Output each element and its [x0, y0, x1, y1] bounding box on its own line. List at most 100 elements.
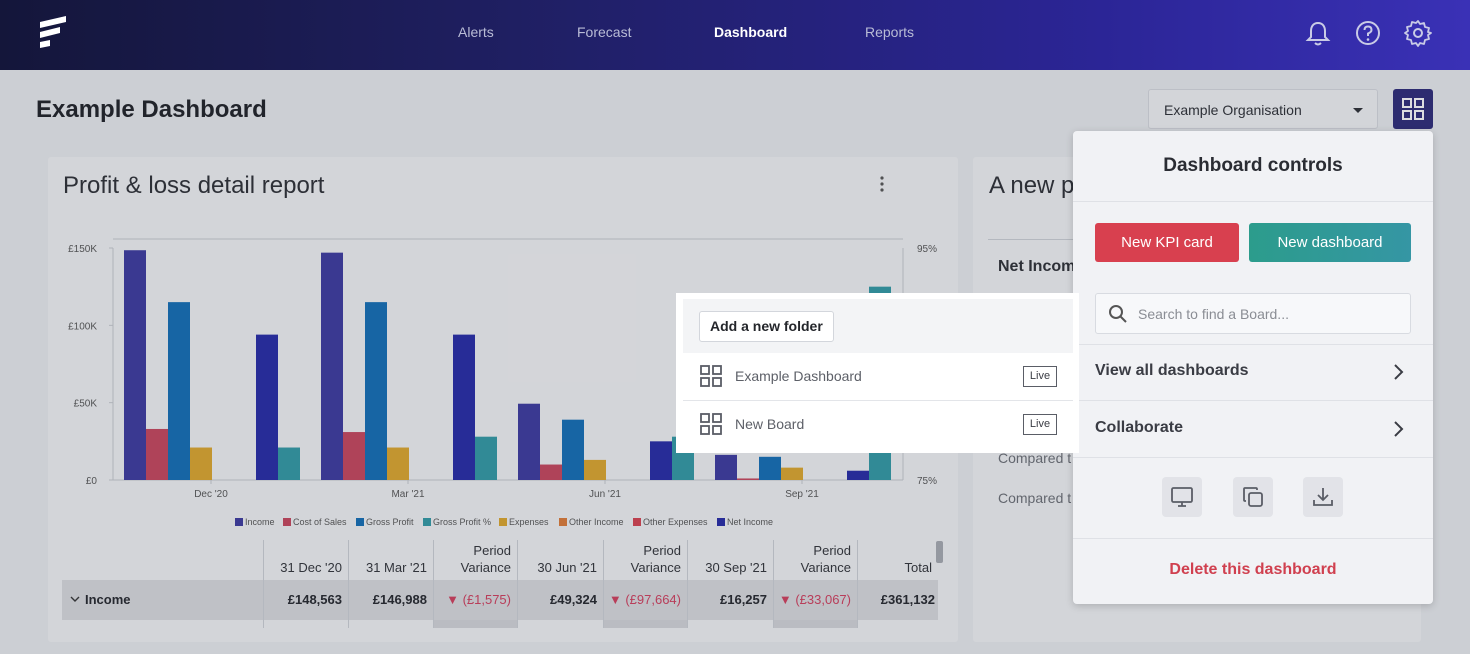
new-dashboard-button[interactable]: New dashboard	[1249, 223, 1411, 262]
search-placeholder: Search to find a Board...	[1138, 306, 1289, 322]
legend-label: Income	[245, 517, 275, 527]
bar-net-income	[256, 334, 278, 480]
table-cell-variance: ▼ (£33,067)	[778, 592, 851, 607]
net-income-label: Net Incom	[998, 258, 1076, 275]
present-button[interactable]	[1162, 477, 1202, 517]
download-icon	[1313, 488, 1333, 506]
bar-cost-of-sales	[146, 428, 168, 480]
table-scrollbar[interactable]	[936, 541, 943, 563]
y-tick-label: £0	[86, 476, 98, 487]
more-options-icon[interactable]	[877, 175, 887, 193]
monitor-icon	[1171, 487, 1193, 507]
column-divider	[857, 540, 858, 628]
bar-income	[518, 403, 540, 480]
compared-label: Compared t	[998, 450, 1072, 466]
bar-net-income	[650, 441, 672, 480]
table-header: Period Variance	[460, 543, 511, 575]
top-navigation: Alerts Forecast Dashboard Reports	[0, 0, 1470, 70]
y2-tick-label: 75%	[917, 476, 937, 487]
legend-swatch	[423, 518, 431, 526]
table-header: 30 Jun '21	[537, 560, 597, 575]
column-divider	[687, 540, 688, 628]
delete-dashboard-button[interactable]: Delete this dashboard	[1169, 561, 1337, 578]
pnl-table: 31 Dec '20 31 Mar '21 Period Variance 30…	[62, 540, 943, 630]
add-folder-button[interactable]: Add a new folder	[699, 311, 834, 342]
legend-swatch	[717, 518, 725, 526]
gear-icon[interactable]	[1404, 19, 1432, 47]
divider	[683, 400, 1073, 401]
page-title: Example Dashboard	[36, 96, 267, 123]
bar-net-income	[847, 470, 869, 480]
x-tick-label: Sep '21	[785, 489, 819, 500]
nav-forecast[interactable]: Forecast	[577, 24, 632, 40]
nav-reports[interactable]: Reports	[865, 24, 915, 40]
view-all-dashboards[interactable]: View all dashboards	[1095, 362, 1249, 379]
table-header: Period Variance	[630, 543, 681, 575]
divider	[1073, 457, 1433, 458]
divider	[1073, 344, 1433, 345]
board-item-new-board[interactable]: New Board Live	[683, 401, 1073, 448]
legend-label: Expenses	[509, 517, 549, 527]
bar-income	[124, 250, 146, 480]
board-item-example-dashboard[interactable]: Example Dashboard Live	[683, 353, 1073, 400]
folder-popup: Add a new folder Example Dashboard Live …	[683, 299, 1073, 448]
board-grid-icon	[700, 365, 722, 387]
legend-swatch	[356, 518, 364, 526]
bar-expenses	[190, 447, 212, 480]
logo-icon[interactable]	[36, 14, 72, 54]
download-button[interactable]	[1303, 477, 1343, 517]
divider	[1073, 538, 1433, 539]
bar-income	[321, 252, 343, 480]
duplicate-button[interactable]	[1233, 477, 1273, 517]
organisation-select[interactable]: Example Organisation	[1148, 89, 1378, 129]
board-name: Example Dashboard	[735, 368, 862, 384]
copy-icon	[1243, 487, 1263, 507]
legend-swatch	[235, 518, 243, 526]
legend-swatch	[633, 518, 641, 526]
live-badge: Live	[1023, 366, 1057, 387]
bar-income	[715, 454, 737, 480]
column-divider	[603, 540, 604, 628]
live-badge: Live	[1023, 414, 1057, 435]
bell-icon[interactable]	[1304, 19, 1332, 47]
table-header: 30 Sep '21	[705, 560, 767, 575]
table-cell-variance: ▼ (£97,664)	[608, 592, 681, 607]
legend-swatch	[283, 518, 291, 526]
controls-title: Dashboard controls	[1163, 155, 1343, 176]
help-icon[interactable]	[1354, 19, 1382, 47]
table-cell-total: £361,132	[880, 592, 935, 607]
legend-label: Other Expenses	[643, 517, 708, 527]
board-name: New Board	[735, 416, 805, 432]
table-row-income[interactable]	[62, 580, 938, 620]
collaborate[interactable]: Collaborate	[1095, 419, 1184, 436]
pnl-card-title: Profit & loss detail report	[63, 172, 325, 199]
x-tick-label: Jun '21	[589, 489, 621, 500]
legend-label: Other Income	[569, 517, 624, 527]
legend-swatch	[499, 518, 507, 526]
board-search-input[interactable]: Search to find a Board...	[1095, 293, 1411, 334]
x-tick-label: Dec '20	[194, 489, 228, 500]
column-divider	[348, 540, 349, 628]
y-tick-label: £100K	[68, 321, 97, 332]
table-header: Period Variance	[800, 543, 851, 575]
nav-dashboard[interactable]: Dashboard	[714, 24, 788, 40]
chevron-right-icon[interactable]	[1391, 420, 1405, 438]
bar-expenses	[387, 447, 409, 480]
table-header: Total	[904, 560, 932, 575]
legend-label: Cost of Sales	[293, 517, 347, 527]
new-kpi-card-button[interactable]: New KPI card	[1095, 223, 1239, 262]
legend-swatch	[559, 518, 567, 526]
table-cell: £49,324	[550, 592, 597, 607]
nav-alerts[interactable]: Alerts	[458, 24, 494, 40]
chevron-down-icon[interactable]	[70, 595, 80, 603]
kpi-card-title: A new p	[989, 172, 1075, 199]
bar-cost-of-sales	[343, 432, 365, 480]
bar-expenses	[781, 467, 803, 480]
legend-label: Net Income	[727, 517, 773, 527]
legend-label: Gross Profit	[366, 517, 414, 527]
compared-label: Compared t	[998, 490, 1072, 506]
divider	[1073, 201, 1433, 202]
bar-gross-profit	[365, 302, 387, 480]
chevron-right-icon[interactable]	[1391, 363, 1405, 381]
dashboard-controls-button[interactable]	[1393, 89, 1433, 129]
